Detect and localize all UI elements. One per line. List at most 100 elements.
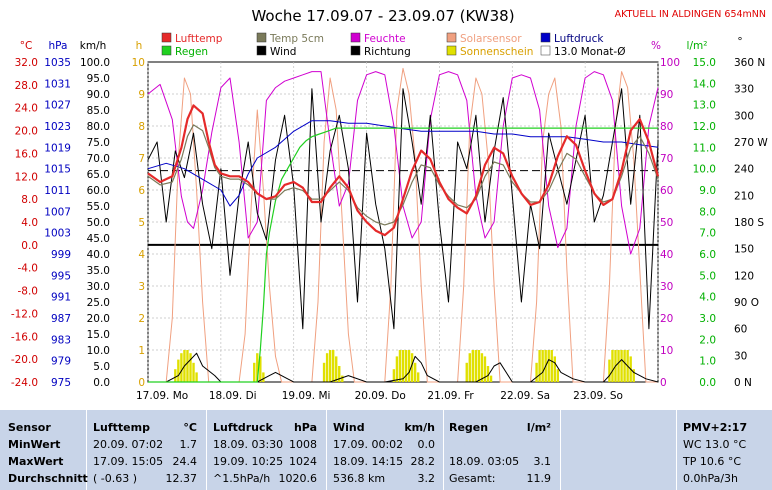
sunshine-bar [471,350,475,382]
legend-swatch [161,32,172,43]
pressure-tick-label: 1007 [44,206,71,218]
weather-chart: Woche 17.09.07 - 23.09.07 (KW38) AKTUELL… [11,7,769,402]
sun-tick-label: 0 [138,377,145,389]
legend-swatch [540,45,551,56]
rain-tick-label: 14.0 [693,78,716,90]
location-label: AKTUELL IN ALDINGEN 654mNN [615,9,766,20]
temp-tick-label: 8.0 [21,194,38,206]
temp-tick-label: -4.0 [18,263,39,275]
direction-tick-label: 270 W [734,137,768,149]
sunshine-bar [392,369,396,382]
stats-value: 0.0 [417,438,436,451]
pressure-tick-label: 987 [51,313,71,325]
stats-value: 1.7 [179,438,198,451]
sunshine-bar [483,356,487,382]
lufttemp-line [147,104,660,237]
sun-tick-label: 10 [132,57,145,69]
stats-time: 17.09. 00:02 [333,438,404,451]
axis-labels: 32.028.024.020.016.012.08.04.00.0-4.0-8.… [11,57,769,402]
stats-time: 536.8 km [333,472,386,485]
wind-tick-label: 0.0 [93,377,110,389]
temp-tick-label: 28.0 [15,80,38,92]
wind-tick-label: 45.0 [87,233,110,245]
rain-tick-label: 9.0 [699,185,716,197]
legend-label: Richtung [364,46,411,58]
stats-unit: km/h [404,421,435,434]
sunshine-bar [259,356,262,382]
wind-tick-label: 5.0 [93,361,110,373]
wind-tick-label: 10.0 [87,345,110,357]
day-tick-label: 18.09. Di [209,390,257,402]
direction-tick-label: 300 [734,110,754,122]
stats-value: 28.2 [410,455,436,468]
wind-tick-label: 75.0 [87,137,110,149]
sunshine-bar [623,350,626,382]
temp-tick-label: 4.0 [21,217,38,229]
stats-value: 3.1 [533,455,552,468]
pressure-tick-label: 979 [51,356,71,368]
humidity-tick-label: 60 [660,185,673,197]
direction-tick-label: 0 N [734,377,752,389]
rain-tick-label: 4.0 [699,292,716,304]
humidity-tick-label: 0 [660,377,667,389]
stats-sensor-column: Sensor MinWert MaxWert Durchschnitt [8,410,88,490]
sunshine-bar [398,350,402,382]
stats-value: 24.4 [172,455,198,468]
wind-tick-label: 15.0 [87,329,110,341]
stats-regen-column: Regen l/m² 18.09. 03:05 3.1 Gesamt: 11.9 [449,410,555,490]
legend-swatch [256,32,267,43]
stats-row-label: Durchschnitt [8,472,88,485]
rain-tick-label: 12.0 [693,121,716,133]
sunshine-bar [556,369,560,382]
pressure-tick-label: 991 [51,292,71,304]
axis-header-wind: km/h [80,40,107,52]
temp-tick-label: -8.0 [18,286,39,298]
stats-separator [443,410,444,490]
stats-header: PMV+2:17 [683,421,748,434]
legend: Lufttemp Temp 5cm Feuchte Solarsensor Luftdr… [161,32,625,58]
axis-header-sun: h [136,40,143,52]
wind-tick-label: 80.0 [87,121,110,133]
humidity-tick-label: 70 [660,153,673,165]
stats-separator [206,410,207,490]
sunshine-bar [489,375,493,382]
legend-label: 13.0 Monat-Ø [554,46,625,58]
direction-tick-label: 240 [734,164,754,176]
series [147,67,660,383]
rain-tick-label: 13.0 [693,100,716,112]
sunshine-bar [186,350,189,382]
sunshine-bar [180,353,183,382]
temp-tick-label: -24.0 [11,377,38,389]
sun-tick-label: 6 [138,185,145,197]
humidity-tick-label: 90 [660,89,673,101]
axis-header-temp: °C [20,40,33,52]
day-tick-label: 21.09. Fr [427,390,474,402]
sunshine-bar [325,353,329,382]
stats-time: 18.09. 03:30 [213,438,284,451]
rain-tick-label: 0.0 [699,377,716,389]
sunshine-bar [632,369,635,382]
temp-tick-label: -16.0 [11,331,38,343]
rain-tick-label: 15.0 [693,57,716,69]
sunshine-bar [262,372,265,382]
pressure-tick-label: 1031 [44,78,71,90]
stats-lufttemp-column: Lufttemp °C 20.09. 07:02 1.7 17.09. 15:0… [93,410,201,490]
humidity-tick-label: 40 [660,249,673,261]
axis-header-pressure: hPa [49,40,68,52]
stats-value: 11.9 [526,472,552,485]
sunshine-bar [465,362,468,382]
sunshine-bar [468,353,471,382]
sunshine-bar [477,350,481,382]
stats-value: 1024 [289,455,317,468]
stats-wind-column: Wind km/h 17.09. 00:02 0.0 18.09. 14:15 … [333,410,439,490]
wind-tick-label: 30.0 [87,281,110,293]
sunshine-bar [547,350,550,382]
chart-title: Woche 17.09.07 - 23.09.07 (KW38) [251,7,514,25]
sunshine-bar [253,362,256,382]
stats-separator [86,410,87,490]
axis-header-direction: ° [737,36,742,48]
stats-separator [676,410,677,490]
rain-tick-label: 6.0 [699,249,716,261]
sunshine-bar [416,372,420,382]
temp-tick-label: 32.0 [15,57,38,69]
